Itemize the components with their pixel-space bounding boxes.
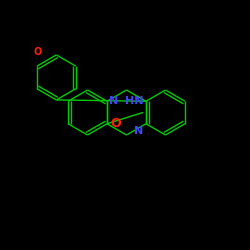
- Text: O: O: [111, 117, 121, 130]
- Text: O: O: [34, 48, 42, 58]
- Text: HN: HN: [125, 96, 144, 106]
- Text: N: N: [110, 96, 119, 106]
- Text: N: N: [134, 126, 143, 136]
